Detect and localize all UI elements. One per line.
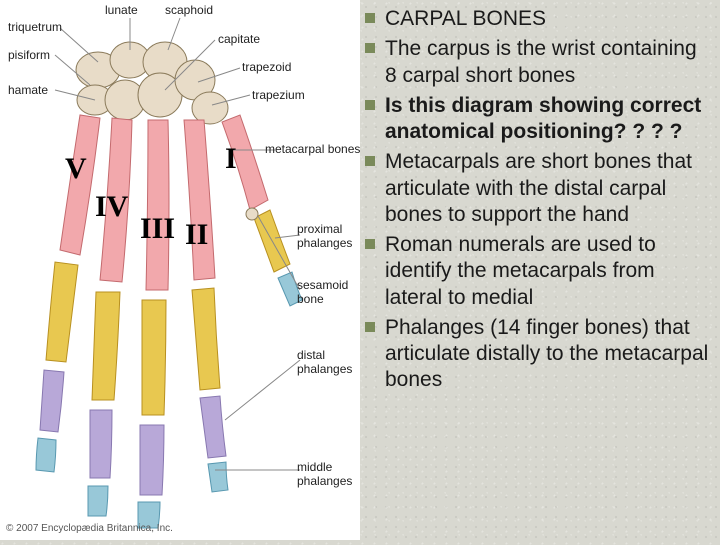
label-metacarpal: metacarpal bones [265, 142, 360, 156]
bullet-text: Phalanges (14 finger bones) that articul… [385, 315, 709, 394]
metacarpal-bones [60, 115, 268, 290]
bullet-icon [365, 239, 375, 249]
roman-i: I [225, 142, 237, 176]
roman-iv: IV [95, 190, 128, 224]
bullet-text: CARPAL BONES [385, 6, 709, 32]
bullet-row: Roman numerals are used to identify the … [365, 232, 709, 311]
label-proximal: proximal phalanges [297, 222, 357, 250]
bullet-icon [365, 13, 375, 23]
label-scaphoid: scaphoid [165, 3, 213, 17]
bullet-text: The carpus is the wrist containing 8 car… [385, 36, 709, 89]
bullet-icon [365, 156, 375, 166]
copyright-text: © 2007 Encyclopædia Britannica, Inc. [6, 523, 173, 534]
label-pisiform: pisiform [8, 48, 50, 62]
label-distal: distal phalanges [297, 348, 357, 376]
roman-iii: III [140, 212, 175, 246]
bullet-icon [365, 100, 375, 110]
bullet-row: Is this diagram showing correct anatomic… [365, 93, 709, 146]
bullet-icon [365, 322, 375, 332]
bullet-row: The carpus is the wrist containing 8 car… [365, 36, 709, 89]
roman-v: V [65, 152, 87, 186]
label-trapezium: trapezium [252, 88, 305, 102]
label-sesamoid: sesamoid bone [297, 278, 357, 306]
bullet-row: Metacarpals are short bones that articul… [365, 149, 709, 228]
label-lunate: lunate [105, 3, 138, 17]
label-triquetrum: triquetrum [8, 20, 62, 34]
hand-diagram: triquetrum pisiform hamate lunate scapho… [0, 0, 360, 540]
hand-svg [0, 0, 360, 540]
roman-ii: II [185, 218, 208, 252]
label-capitate: capitate [218, 32, 260, 46]
bullet-icon [365, 43, 375, 53]
carpal-bones [76, 42, 228, 124]
distal-phalanges [36, 272, 302, 528]
bullet-text: Is this diagram showing correct anatomic… [385, 93, 709, 146]
label-trapezoid: trapezoid [242, 60, 291, 74]
label-middle: middle phalanges [297, 460, 357, 488]
bullet-row: CARPAL BONES [365, 6, 709, 32]
text-panel: CARPAL BONES The carpus is the wrist con… [365, 6, 715, 398]
bullet-text: Metacarpals are short bones that articul… [385, 149, 709, 228]
sesamoid-bone [246, 208, 258, 220]
label-hamate: hamate [8, 83, 48, 97]
middle-phalanges [40, 370, 226, 495]
bullet-row: Phalanges (14 finger bones) that articul… [365, 315, 709, 394]
bullet-text: Roman numerals are used to identify the … [385, 232, 709, 311]
